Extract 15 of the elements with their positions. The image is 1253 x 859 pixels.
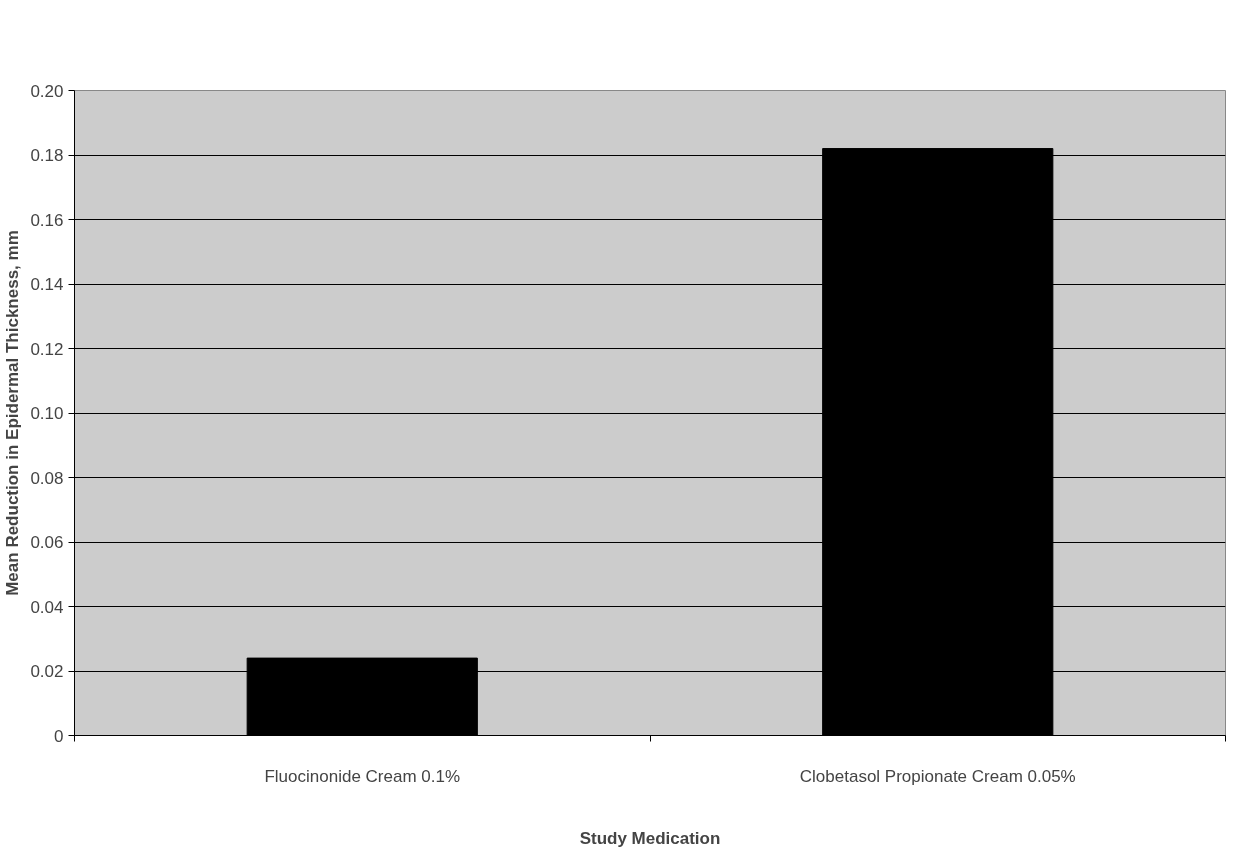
y-tick-label: 0.16 [30,210,64,230]
y-tick-label: 0.10 [30,404,64,423]
y-axis-title: Mean Reduction in Epidermal Thickness, mm [3,230,23,596]
y-tick-label: 0.02 [30,662,64,681]
y-tick-label: 0.08 [30,468,64,488]
y-tick-label: 0.04 [30,597,64,617]
y-tick-label: 0.20 [30,81,64,101]
y-tick-label: 0.12 [30,339,64,359]
x-tick-label: Fluocinonide Cream 0.1% [264,766,461,786]
y-tick-label: 0 [54,726,64,746]
y-tick-label: 0.18 [30,146,64,165]
x-axis-title: Study Medication [579,828,721,848]
y-tick-label: 0.06 [30,533,64,552]
y-tick-label: 0.14 [30,275,64,294]
x-tick-label: Clobetasol Propionate Cream 0.05% [799,766,1076,786]
